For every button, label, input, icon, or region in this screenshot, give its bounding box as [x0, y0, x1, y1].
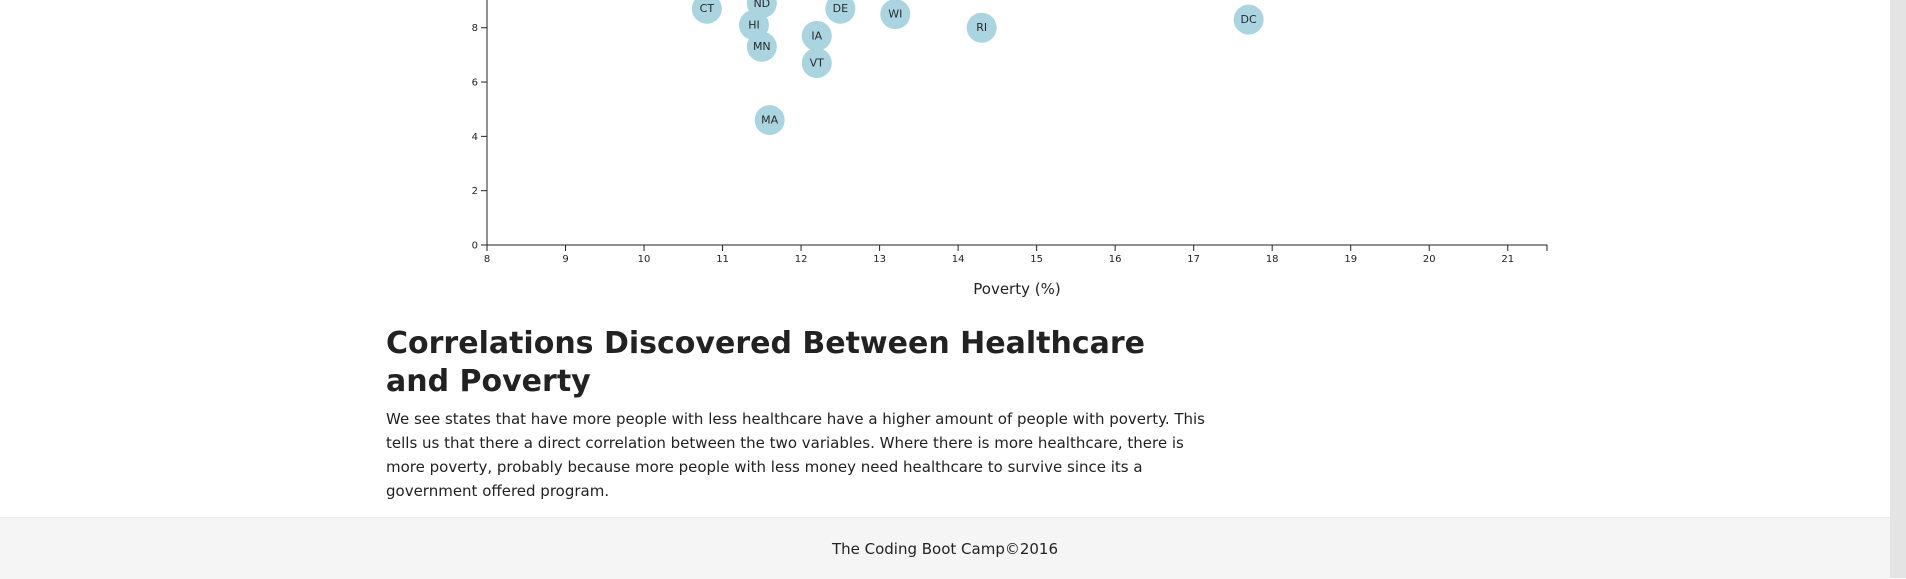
state-circle: [746, 31, 777, 62]
state-circle: [966, 12, 997, 43]
scatter-chart: 8 9 10 11 12 13 14 15 16 17 18 19 20 21 0 2 4 6 8 CT ND DE WI…: [472, 0, 1548, 298]
state-point-dc[interactable]: DC: [1233, 4, 1264, 35]
article-section: Correlations Discovered Between Healthca…: [386, 325, 1226, 503]
state-label: HI: [748, 19, 760, 32]
x-tick-label-12: 12: [795, 254, 808, 265]
state-label: WI: [888, 8, 902, 21]
state-label: IA: [811, 29, 822, 42]
state-label: MA: [761, 114, 778, 127]
state-point-wi[interactable]: WI: [880, 0, 911, 30]
state-point-ri[interactable]: RI: [966, 12, 997, 43]
x-tick-label-17: 17: [1187, 254, 1200, 265]
x-tick-label-19: 19: [1344, 254, 1357, 265]
state-label: ND: [753, 0, 770, 10]
state-point-ia[interactable]: IA: [801, 20, 832, 51]
vertical-scrollbar[interactable]: [1890, 0, 1906, 578]
state-circle: [754, 105, 785, 136]
x-tick-label-21: 21: [1501, 254, 1514, 265]
y-tick-label-2: 2: [472, 186, 478, 197]
article-heading: Correlations Discovered Between Healthca…: [386, 326, 1145, 399]
x-tick-label-18: 18: [1266, 254, 1279, 265]
y-tick-label-4: 4: [472, 132, 478, 143]
y-tick-label-0: 0: [472, 241, 478, 252]
state-circle: [1233, 4, 1264, 35]
chart-points: CT ND DE WI HI IA RI DC MN VT MA: [691, 0, 1264, 136]
x-axis-line: [486, 244, 1548, 251]
y-axis-line: [481, 0, 488, 246]
x-tick-label-8: 8: [484, 254, 490, 265]
chart-axes: 8 9 10 11 12 13 14 15 16 17 18 19 20 21 0 2 4 6 8: [472, 0, 1548, 265]
y-tick-label-8: 8: [472, 23, 478, 34]
state-point-de[interactable]: DE: [825, 0, 856, 24]
state-circle: [801, 48, 832, 79]
article-body: We see states that have more people with…: [386, 410, 1206, 500]
state-point-vt[interactable]: VT: [801, 48, 832, 79]
state-circle: [880, 0, 911, 30]
x-axis-title[interactable]: Poverty (%): [973, 280, 1060, 298]
footer: The Coding Boot Camp©2016: [0, 517, 1890, 579]
state-label: RI: [976, 21, 987, 34]
x-tick-label-10: 10: [638, 254, 651, 265]
state-circle: [801, 20, 832, 51]
state-point-mn[interactable]: MN: [746, 31, 777, 62]
state-point-ct[interactable]: CT: [691, 0, 722, 24]
state-label: VT: [810, 57, 825, 70]
state-label: MN: [753, 40, 771, 53]
x-tick-label-13: 13: [873, 254, 886, 265]
state-point-ma[interactable]: MA: [754, 105, 785, 136]
state-label: DE: [833, 2, 848, 15]
y-tick-label-6: 6: [472, 78, 478, 89]
x-tick-label-20: 20: [1423, 254, 1436, 265]
x-tick-label-16: 16: [1109, 254, 1122, 265]
state-circle: [691, 0, 722, 24]
footer-text: The Coding Boot Camp©2016: [831, 539, 1059, 558]
state-circle: [825, 0, 856, 24]
state-label: DC: [1241, 13, 1257, 26]
x-tick-label-9: 9: [562, 254, 568, 265]
x-tick-label-14: 14: [952, 254, 965, 265]
x-tick-label-15: 15: [1030, 254, 1043, 265]
x-tick-label-11: 11: [716, 254, 729, 265]
state-label: CT: [700, 2, 715, 15]
